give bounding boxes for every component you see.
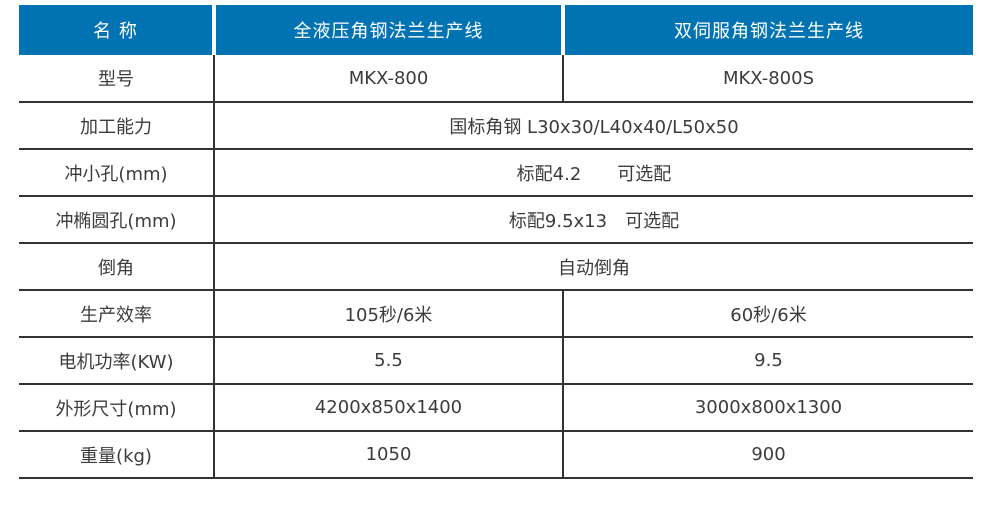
table-row-efficiency: 生产效率 105秒/6米 60秒/6米 — [19, 290, 973, 338]
table-row-dimensions: 外形尺寸(mm) 4200x850x1400 3000x800x1300 — [19, 384, 973, 432]
spec-table-header: 名 称 全液压角钢法兰生产线 双伺服角钢法兰生产线 — [19, 5, 973, 55]
table-row-chamfer: 倒角 自动倒角 — [19, 243, 973, 291]
header-row: 名 称 全液压角钢法兰生产线 双伺服角钢法兰生产线 — [19, 5, 973, 55]
cell-product-2: 900 — [562, 431, 973, 479]
table-row-small-hole: 冲小孔(mm) 标配4.2 可选配 — [19, 149, 973, 197]
cell-product-1: 4200x850x1400 — [213, 384, 563, 432]
row-label: 电机功率(KW) — [19, 337, 214, 385]
spec-table-body: 型号 MKX-800 MKX-800S 加工能力 国标角钢 L30x30/L40… — [19, 55, 973, 479]
cell-merged-value: 国标角钢 L30x30/L40x40/L50x50 — [213, 102, 973, 150]
row-label: 冲小孔(mm) — [19, 149, 214, 197]
table-row-capacity: 加工能力 国标角钢 L30x30/L40x40/L50x50 — [19, 102, 973, 150]
cell-product-1: 105秒/6米 — [213, 290, 563, 338]
header-product-2: 双伺服角钢法兰生产线 — [561, 5, 973, 55]
cell-merged-value: 自动倒角 — [213, 243, 973, 291]
cell-product-1: MKX-800 — [213, 55, 563, 103]
table-row-motor-power: 电机功率(KW) 5.5 9.5 — [19, 337, 973, 385]
cell-merged-value: 标配9.5x13 可选配 — [213, 196, 973, 244]
cell-product-2: 60秒/6米 — [562, 290, 973, 338]
row-label: 型号 — [19, 55, 214, 103]
cell-merged-value: 标配4.2 可选配 — [213, 149, 973, 197]
row-label: 冲椭圆孔(mm) — [19, 196, 214, 244]
row-label: 外形尺寸(mm) — [19, 384, 214, 432]
cell-product-2: MKX-800S — [562, 55, 973, 103]
row-label: 重量(kg) — [19, 431, 214, 479]
row-label: 生产效率 — [19, 290, 214, 338]
row-label: 倒角 — [19, 243, 214, 291]
table-row-model: 型号 MKX-800 MKX-800S — [19, 55, 973, 103]
cell-product-1: 5.5 — [213, 337, 563, 385]
cell-product-2: 9.5 — [562, 337, 973, 385]
header-product-1: 全液压角钢法兰生产线 — [212, 5, 563, 55]
page-container: 名 称 全液压角钢法兰生产线 双伺服角钢法兰生产线 型号 MKX-800 MKX… — [19, 5, 973, 479]
table-row-oval-hole: 冲椭圆孔(mm) 标配9.5x13 可选配 — [19, 196, 973, 244]
row-label: 加工能力 — [19, 102, 214, 150]
spec-table: 名 称 全液压角钢法兰生产线 双伺服角钢法兰生产线 型号 MKX-800 MKX… — [19, 5, 973, 479]
cell-product-1: 1050 — [213, 431, 563, 479]
table-row-weight: 重量(kg) 1050 900 — [19, 431, 973, 479]
cell-product-2: 3000x800x1300 — [562, 384, 973, 432]
header-name-label: 名 称 — [19, 5, 214, 55]
